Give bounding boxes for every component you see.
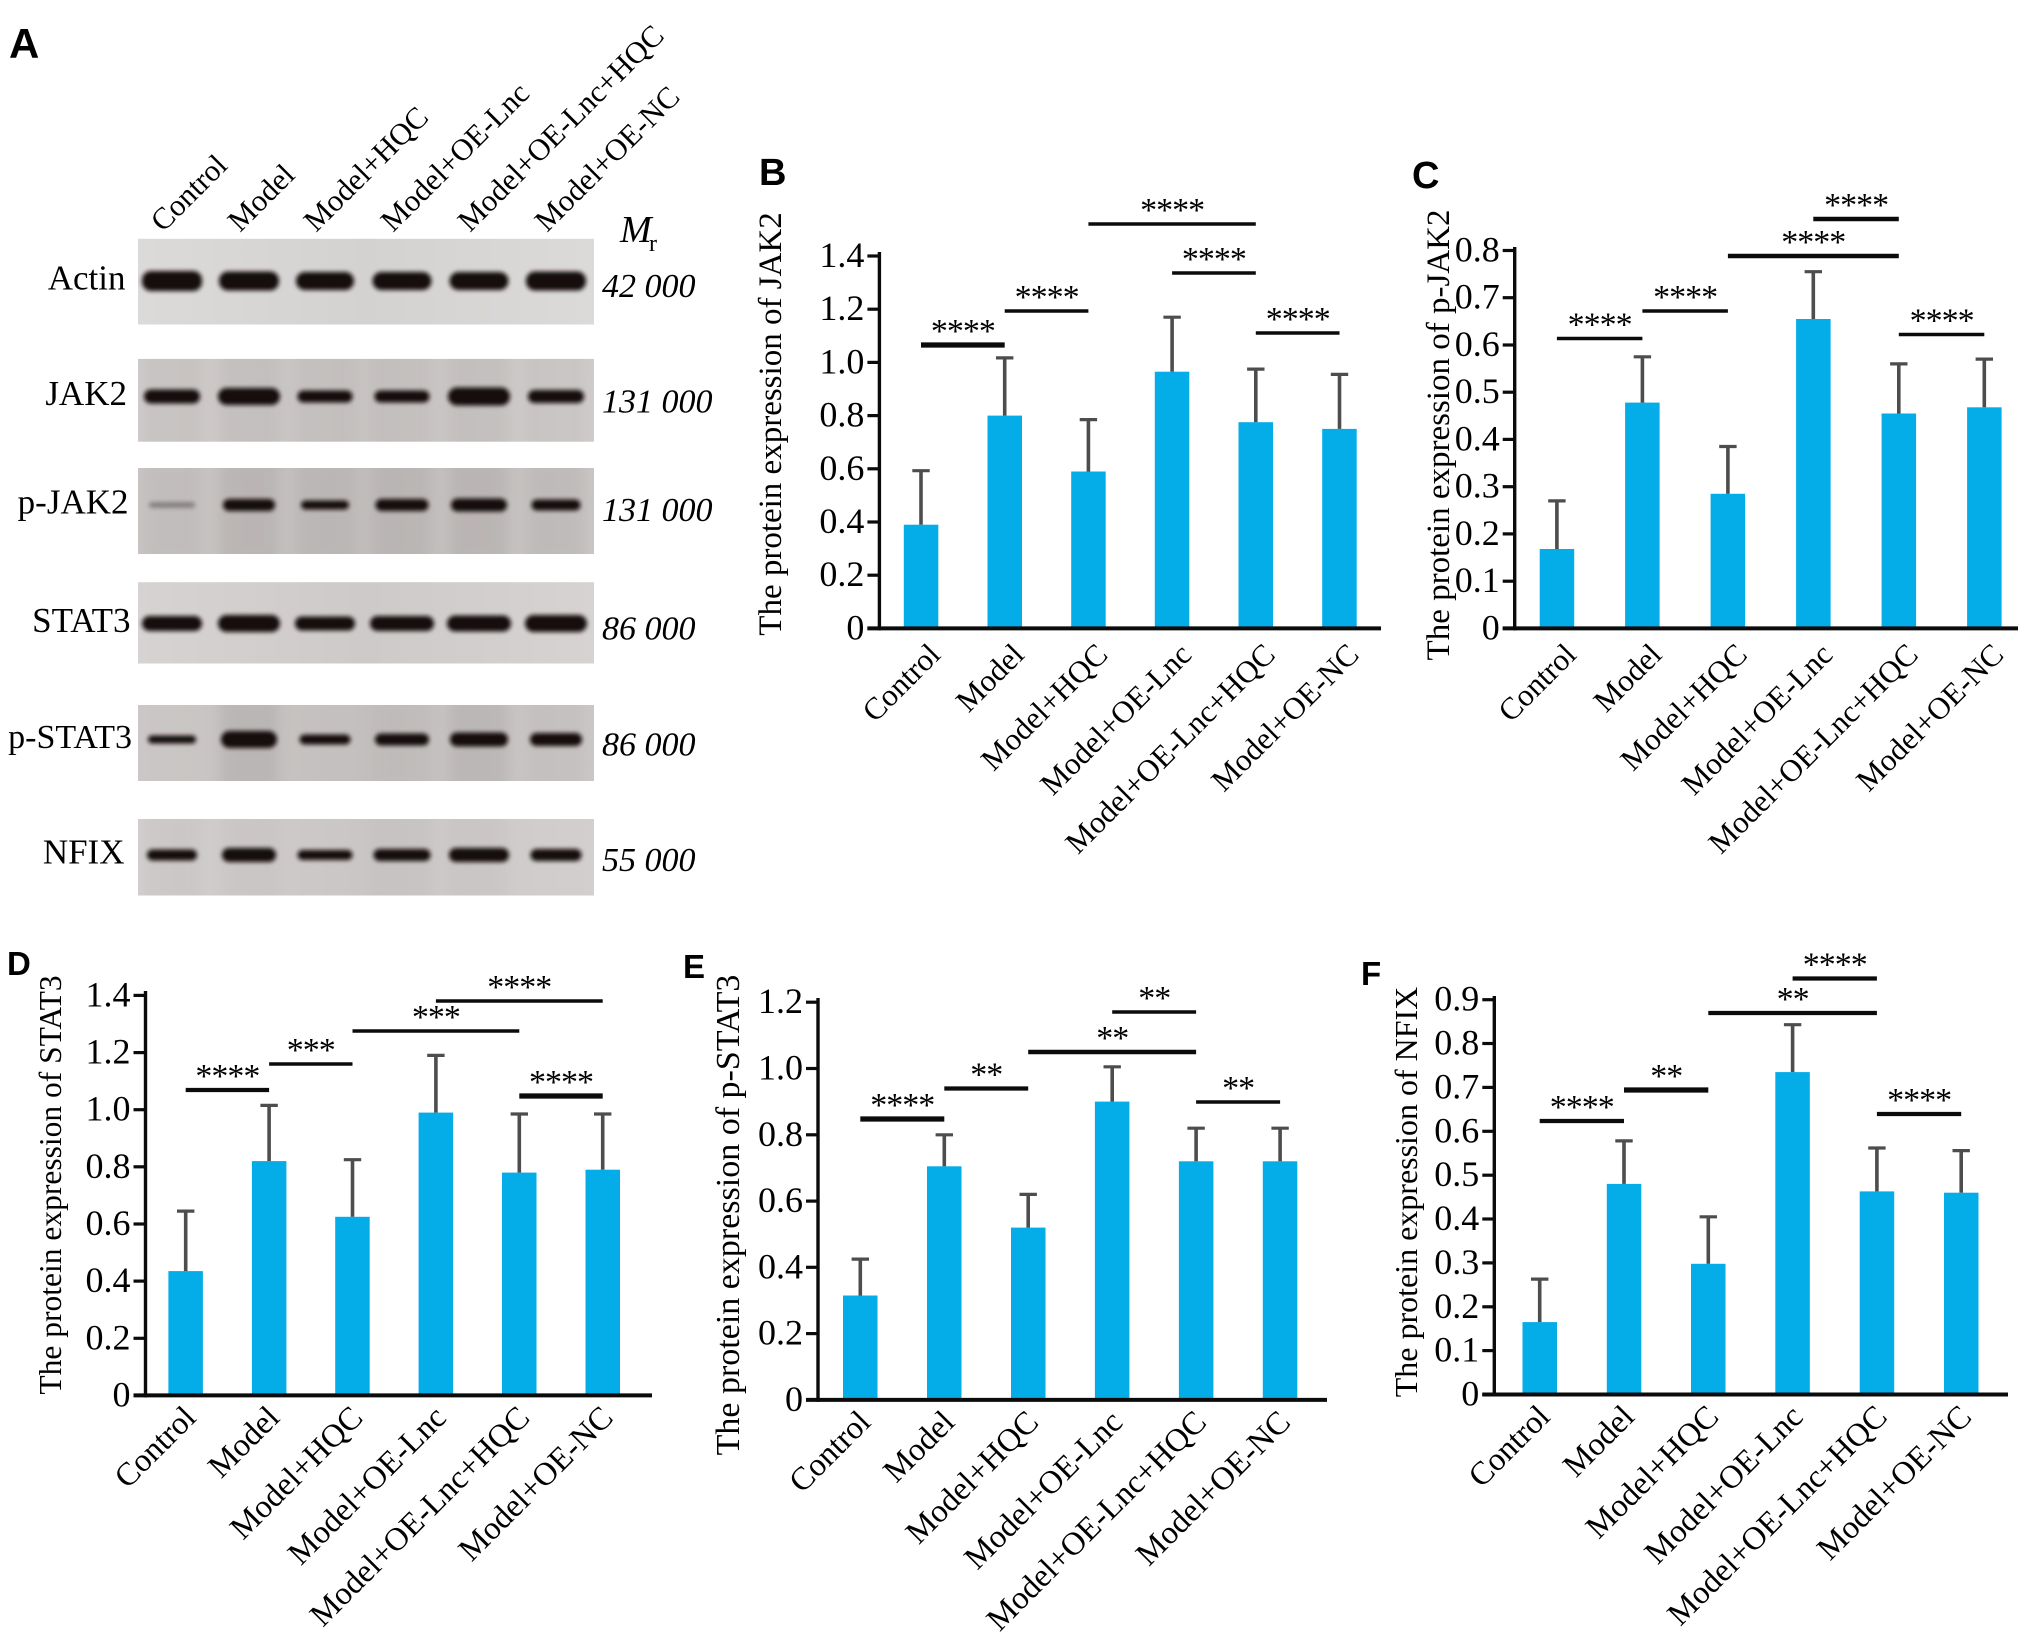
svg-text:JAK2: JAK2 (45, 374, 127, 413)
svg-text:0.2: 0.2 (86, 1317, 131, 1357)
svg-text:****: **** (931, 313, 995, 350)
svg-text:****: **** (1568, 307, 1632, 344)
svg-text:****: **** (487, 969, 551, 1006)
svg-text:r: r (649, 231, 657, 257)
svg-text:1.4: 1.4 (86, 974, 131, 1014)
svg-text:****: **** (1140, 192, 1204, 229)
svg-text:M: M (619, 209, 654, 251)
svg-text:The protein expression of JAK2: The protein expression of JAK2 (753, 212, 789, 635)
svg-text:STAT3: STAT3 (32, 601, 130, 640)
svg-text:0: 0 (113, 1374, 131, 1414)
svg-text:****: **** (1781, 224, 1845, 261)
svg-text:**: ** (1138, 980, 1170, 1017)
svg-text:0.1: 0.1 (1434, 1330, 1479, 1370)
svg-text:0.6: 0.6 (819, 448, 864, 488)
svg-text:The protein expression of STAT: The protein expression of STAT3 (33, 975, 68, 1394)
svg-text:NFIX: NFIX (43, 833, 125, 872)
svg-text:**: ** (970, 1057, 1002, 1094)
svg-text:0: 0 (1482, 607, 1500, 647)
svg-text:0.6: 0.6 (86, 1203, 131, 1243)
svg-text:p-STAT3: p-STAT3 (8, 719, 132, 756)
svg-text:0.8: 0.8 (758, 1114, 803, 1154)
svg-text:0.4: 0.4 (819, 501, 864, 541)
svg-text:1.0: 1.0 (86, 1089, 131, 1129)
svg-text:1.2: 1.2 (86, 1032, 131, 1072)
svg-text:0.1: 0.1 (1455, 560, 1500, 600)
svg-text:****: **** (1550, 1089, 1614, 1126)
svg-text:0.7: 0.7 (1434, 1066, 1479, 1106)
svg-text:0.6: 0.6 (1434, 1110, 1479, 1150)
svg-text:0.4: 0.4 (758, 1246, 803, 1286)
svg-text:0.2: 0.2 (1455, 513, 1500, 553)
svg-text:55 000: 55 000 (602, 842, 696, 879)
svg-text:0.8: 0.8 (1455, 230, 1500, 270)
svg-text:***: *** (412, 999, 460, 1036)
svg-text:0.4: 0.4 (86, 1260, 131, 1300)
svg-text:0.2: 0.2 (758, 1313, 803, 1353)
svg-text:0.6: 0.6 (758, 1180, 803, 1220)
svg-text:The protein expression of NFIX: The protein expression of NFIX (1388, 987, 1424, 1398)
svg-text:0: 0 (846, 607, 864, 647)
svg-text:0.3: 0.3 (1455, 466, 1500, 506)
svg-text:131 000: 131 000 (602, 492, 713, 529)
svg-text:86 000: 86 000 (602, 727, 696, 764)
svg-text:**: ** (1096, 1020, 1128, 1057)
svg-text:1.0: 1.0 (758, 1048, 803, 1088)
svg-text:0.4: 0.4 (1455, 418, 1500, 458)
svg-text:0.5: 0.5 (1455, 371, 1500, 411)
svg-text:Actin: Actin (48, 259, 126, 298)
svg-text:****: **** (1803, 947, 1867, 984)
svg-text:1.2: 1.2 (758, 981, 803, 1021)
svg-text:A: A (9, 20, 39, 67)
svg-text:**: ** (1650, 1058, 1682, 1095)
svg-text:****: **** (529, 1064, 593, 1101)
svg-text:F: F (1361, 955, 1381, 992)
svg-text:0: 0 (785, 1379, 803, 1419)
svg-text:**: ** (1777, 981, 1809, 1018)
svg-text:0.7: 0.7 (1455, 277, 1500, 317)
svg-text:***: *** (287, 1032, 335, 1069)
svg-text:****: **** (1910, 303, 1974, 340)
svg-text:0.8: 0.8 (819, 395, 864, 435)
svg-text:0.4: 0.4 (1434, 1198, 1479, 1238)
svg-text:****: **** (1887, 1082, 1951, 1119)
svg-text:0.2: 0.2 (819, 554, 864, 594)
svg-text:****: **** (870, 1087, 934, 1124)
svg-text:86 000: 86 000 (602, 611, 696, 648)
svg-text:0.5: 0.5 (1434, 1154, 1479, 1194)
svg-text:The protein expression of p-ST: The protein expression of p-STAT3 (710, 975, 747, 1456)
svg-text:The protein expression of p-JA: The protein expression of p-JAK2 (1421, 210, 1457, 661)
svg-text:****: **** (1824, 187, 1888, 224)
svg-text:0.2: 0.2 (1434, 1286, 1479, 1326)
svg-text:****: **** (1015, 279, 1079, 316)
svg-text:0.9: 0.9 (1434, 979, 1479, 1019)
svg-text:131 000: 131 000 (602, 384, 713, 421)
svg-text:p-JAK2: p-JAK2 (18, 483, 129, 522)
svg-text:1.0: 1.0 (819, 341, 864, 381)
svg-text:1.2: 1.2 (819, 288, 864, 328)
svg-text:0.8: 0.8 (86, 1146, 131, 1186)
svg-text:0: 0 (1461, 1374, 1479, 1414)
svg-text:****: **** (1266, 301, 1330, 338)
svg-text:B: B (759, 152, 786, 194)
svg-text:0.3: 0.3 (1434, 1242, 1479, 1282)
svg-text:0.6: 0.6 (1455, 324, 1500, 364)
svg-text:1.4: 1.4 (819, 235, 864, 275)
svg-text:42 000: 42 000 (602, 268, 696, 305)
svg-text:****: **** (1653, 279, 1717, 316)
svg-text:****: **** (1182, 241, 1246, 278)
svg-text:E: E (683, 948, 705, 985)
svg-text:0.8: 0.8 (1434, 1023, 1479, 1063)
svg-text:D: D (7, 945, 31, 982)
svg-text:****: **** (195, 1058, 259, 1095)
svg-text:C: C (1412, 155, 1439, 197)
svg-text:**: ** (1222, 1070, 1254, 1107)
